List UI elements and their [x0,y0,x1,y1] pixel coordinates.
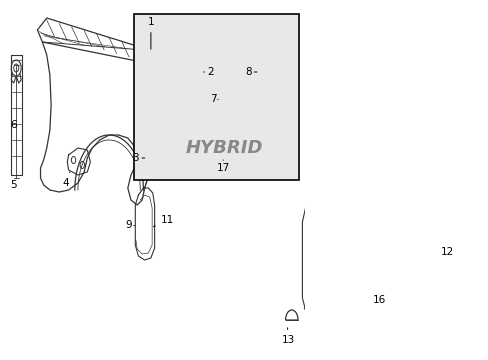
Text: 3: 3 [132,153,144,163]
Text: 5: 5 [10,180,17,190]
Text: 14: 14 [0,359,1,360]
Bar [134,14,298,180]
Text: 1: 1 [147,17,154,49]
Text: 12: 12 [440,247,453,257]
Text: 9: 9 [125,220,132,230]
Text: 6: 6 [10,120,17,130]
Text: 13: 13 [281,328,294,345]
Text: 16: 16 [372,295,385,305]
Text: 7: 7 [209,94,216,104]
Text: 2: 2 [203,67,214,77]
Text: 15: 15 [0,359,1,360]
Bar [217,85,259,113]
Text: HYBRID: HYBRID [185,139,263,157]
Text: 8: 8 [244,67,256,77]
Text: 10: 10 [0,359,1,360]
Text: 4: 4 [62,172,70,188]
Text: 17: 17 [216,160,229,173]
Text: 11: 11 [153,215,173,227]
